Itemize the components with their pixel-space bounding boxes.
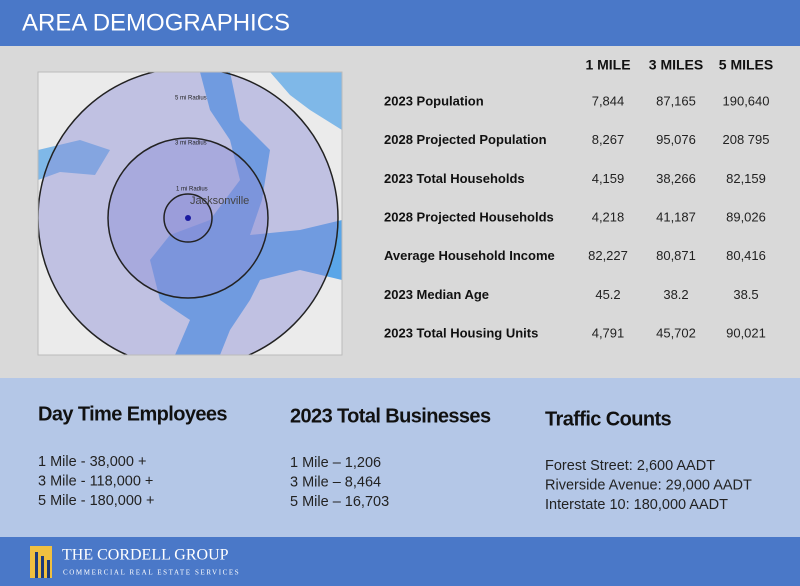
logo-icon: [35, 552, 38, 578]
cell-value: 38,266: [656, 171, 696, 186]
row-label: 2028 Projected Households: [384, 210, 554, 225]
water: [270, 72, 342, 130]
cell-value: 45,702: [656, 326, 696, 341]
column-header: 1 MILE: [585, 57, 630, 73]
footer-bar: [0, 537, 800, 586]
map-label: 3 mi Radius: [175, 141, 207, 147]
section-line: Interstate 10: 180,000 AADT: [545, 497, 728, 513]
cell-value: 4,159: [592, 171, 625, 186]
section-line: 3 Mile - 118,000 +: [38, 473, 153, 489]
cell-value: 190,640: [723, 93, 770, 108]
cell-value: 82,227: [588, 248, 628, 263]
column-header: 5 MILES: [719, 57, 773, 73]
row-label: Average Household Income: [384, 248, 555, 263]
section-title: Day Time Employees: [38, 403, 227, 425]
row-label: 2028 Projected Population: [384, 132, 547, 147]
row-label: 2023 Population: [384, 93, 484, 108]
water: [38, 140, 110, 180]
section-line: Riverside Avenue: 29,000 AADT: [545, 477, 752, 493]
cell-value: 45.2: [595, 287, 620, 302]
cell-value: 90,021: [726, 326, 766, 341]
map-frame: [37, 71, 343, 356]
section-line: Forest Street: 2,600 AADT: [545, 458, 715, 474]
cell-value: 38.2: [663, 287, 688, 302]
cell-value: 38.5: [733, 287, 758, 302]
cell-value: 87,165: [656, 93, 696, 108]
cell-value: 80,416: [726, 248, 766, 263]
column-header: 3 MILES: [649, 57, 703, 73]
logo: [30, 546, 52, 578]
cell-value: 80,871: [656, 248, 696, 263]
section-line: 1 Mile - 38,000 +: [38, 454, 146, 470]
cell-value: 89,026: [726, 210, 766, 225]
radius-5mi: [38, 72, 339, 355]
cell-value: 4,218: [592, 210, 625, 225]
cell-value: 4,791: [592, 326, 625, 341]
summary-band: [0, 378, 800, 537]
cell-value: 95,076: [656, 132, 696, 147]
row-label: 2023 Median Age: [384, 287, 489, 302]
cell-value: 82,159: [726, 171, 766, 186]
cell-value: 41,187: [656, 210, 696, 225]
row-label: 2023 Total Housing Units: [384, 326, 538, 341]
map-city: Jacksonville: [190, 195, 249, 207]
logo-icon: [47, 560, 50, 578]
map: 5 mi Radius 3 mi Radius 1 mi Radius Jack…: [38, 72, 342, 355]
logo-icon: [41, 556, 44, 578]
cell-value: 8,267: [592, 132, 625, 147]
section-title: 2023 Total Businesses: [290, 405, 491, 427]
footer-name: THE CORDELL GROUP: [62, 547, 229, 564]
section-line: 1 Mile – 1,206: [290, 455, 381, 471]
cell-value: 208 795: [723, 132, 770, 147]
section-line: 5 Mile – 16,703: [290, 494, 389, 510]
map-label: 5 mi Radius: [175, 96, 207, 102]
header-title: AREA DEMOGRAPHICS: [22, 9, 290, 36]
water: [150, 72, 342, 355]
row-label: 2023 Total Households: [384, 171, 525, 186]
site-marker: [185, 215, 191, 221]
section-line: 5 Mile - 180,000 +: [38, 493, 154, 509]
section-line: 3 Mile – 8,464: [290, 474, 381, 490]
footer-tagline: COMMERCIAL REAL ESTATE SERVICES: [63, 569, 240, 577]
sections: Day Time Employees 1 Mile - 38,000 + 3 Mil…: [38, 403, 752, 513]
cell-value: 7,844: [592, 93, 625, 108]
table: 1 MILE 3 MILES 5 MILES 2023 Population 7,844…: [384, 57, 773, 341]
map-label: 1 mi Radius: [176, 187, 208, 193]
section-title: Traffic Counts: [545, 408, 672, 430]
header-bar: [0, 0, 800, 46]
